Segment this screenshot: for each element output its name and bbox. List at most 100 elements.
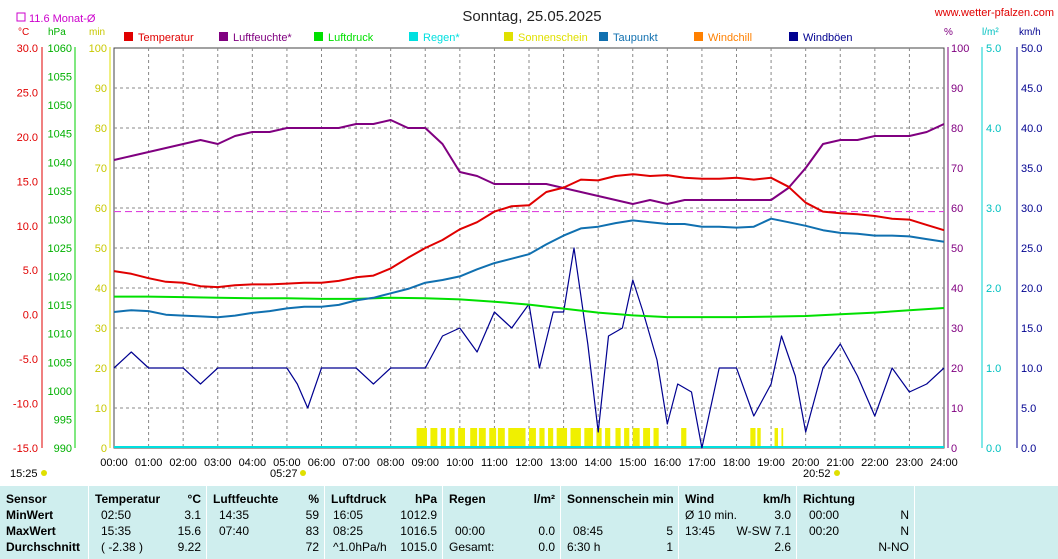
x-tick-label: 09:00 <box>411 457 439 469</box>
legend-label: Regen* <box>423 32 460 44</box>
statistics-table: Sensor MinWert MaxWert Durchschnitt Temp… <box>0 486 1058 559</box>
sunshine-bar <box>416 428 427 447</box>
unit-minutes: min <box>89 27 105 38</box>
temp-tick-label: 0.0 <box>23 310 38 322</box>
pres-avg-time: ^1.0hPa/h <box>333 540 387 554</box>
sunshine-bar <box>458 428 466 447</box>
pres-max-val: 1016.5 <box>400 524 437 538</box>
humidity-tick-label: 70 <box>951 163 963 175</box>
wind-tick-label: 20.0 <box>1021 283 1042 295</box>
wind-tick-label: 5.0 <box>1021 403 1036 415</box>
sunshine-bar <box>596 428 602 447</box>
series-line <box>113 173 945 289</box>
pressure-tick-label: 1045 <box>48 129 72 141</box>
minutes-tick-label: 90 <box>95 83 107 95</box>
temp-tick-label: -15.0 <box>13 443 38 455</box>
wind-tick-label: 40.0 <box>1021 123 1042 135</box>
pressure-tick-label: 1055 <box>48 72 72 84</box>
hdr-luftfeuchte-unit: % <box>308 492 319 506</box>
sun-max-val: 5 <box>666 524 673 538</box>
humidity-tick-label: 40 <box>951 283 963 295</box>
col-richtung: Richtung 00:00 N 00:20 N N-NO <box>796 486 915 559</box>
unit-temp: °C <box>18 27 29 38</box>
sunshine-bar <box>632 428 640 447</box>
series-line <box>114 295 945 319</box>
legend-swatch <box>314 32 323 41</box>
x-tick-label: 23:00 <box>896 457 924 469</box>
hdr-wind: Wind <box>685 492 715 506</box>
dir-min-time: 00:00 <box>809 508 840 522</box>
sunshine-bar <box>539 428 545 447</box>
legend-label: Windböen <box>803 32 853 44</box>
hum-avg-val: 72 <box>305 540 319 554</box>
x-tick-label: 01:00 <box>135 457 163 469</box>
x-tick-label: 08:00 <box>377 457 405 469</box>
sun-total-time: 6:30 h <box>567 540 601 554</box>
legend-label: Windchill <box>708 32 752 44</box>
humidity-tick-label: 90 <box>951 83 963 95</box>
x-tick-label: 03:00 <box>204 457 232 469</box>
wind-min-time: Ø 10 min. <box>685 508 738 522</box>
humidity-tick-label: 30 <box>951 323 963 335</box>
sunshine-bar <box>605 428 611 447</box>
unit-pressure: hPa <box>48 27 66 38</box>
hdr-luftdruck-unit: hPa <box>414 492 437 506</box>
wind-tick-label: 10.0 <box>1021 363 1042 375</box>
dir-max-time: 00:20 <box>809 524 840 538</box>
pres-avg-val: 1015.0 <box>400 540 437 554</box>
legend-swatch <box>504 32 513 41</box>
minutes-tick-label: 50 <box>95 243 107 255</box>
monthly-avg-label: 11.6 Monat-Ø <box>29 13 96 25</box>
rain-total-val: 0.0 <box>538 540 555 554</box>
sunset-icon <box>834 470 840 476</box>
minutes-tick-label: 80 <box>95 123 107 135</box>
wind-tick-label: 30.0 <box>1021 203 1042 215</box>
col-wind: Wind km/h Ø 10 min. 3.0 13:45 W-SW 7.1 2… <box>678 486 797 559</box>
sunshine-bar <box>681 428 687 447</box>
unit-wind: km/h <box>1019 27 1041 38</box>
site-link[interactable]: www.wetter-pfalzen.com <box>934 7 1054 19</box>
wind-tick-label: 25.0 <box>1021 243 1042 255</box>
pressure-tick-label: 995 <box>54 414 72 426</box>
humidity-tick-label: 20 <box>951 363 963 375</box>
sunshine-bar <box>757 428 761 447</box>
sunshine-bar <box>556 428 568 447</box>
minutes-tick-label: 60 <box>95 203 107 215</box>
x-tick-label: 02:00 <box>169 457 197 469</box>
sunshine-bar <box>653 428 659 447</box>
x-tick-label: 11:00 <box>481 457 508 469</box>
row-label-max: MaxWert <box>6 524 56 538</box>
hdr-regen-unit: l/m² <box>533 492 555 506</box>
series-line <box>113 119 945 205</box>
minutes-tick-label: 70 <box>95 163 107 175</box>
legend-swatch <box>789 32 798 41</box>
humidity-tick-label: 50 <box>951 243 963 255</box>
humidity-tick-label: 60 <box>951 203 963 215</box>
hum-max-time: 07:40 <box>219 524 250 538</box>
pressure-tick-label: 1005 <box>48 357 72 369</box>
col-temperatur: Temperatur °C 02:50 3.1 15:35 15.6 ( -2.… <box>88 486 207 559</box>
sunshine-bar <box>529 428 536 447</box>
pressure-tick-label: 1035 <box>48 186 72 198</box>
pres-min-val: 1012.9 <box>400 508 437 522</box>
sunshine-bar <box>774 428 778 447</box>
hum-min-time: 14:35 <box>219 508 250 522</box>
dir-min-val: N <box>900 508 909 522</box>
sunshine-bar <box>548 428 554 447</box>
moonrise-label: 15:25 <box>10 468 38 480</box>
hdr-temperatur-unit: °C <box>187 492 201 506</box>
hdr-sensor: Sensor <box>6 492 47 506</box>
col-sonnenschein: Sonnenschein min 08:45 5 6:30 h 1 <box>560 486 679 559</box>
sunshine-bar <box>584 428 593 447</box>
temp-tick-label: 15.0 <box>17 176 38 188</box>
axis-tick-labels: 00:00 01:00 02:00 03:00 04:00 05:00 06:00 07:00… <box>13 43 1043 469</box>
x-tick-label: 05:00 <box>273 457 301 469</box>
minutes-tick-label: 10 <box>95 403 107 415</box>
weather-chart: 11.6 Monat-Ø Sonntag, 25.05.2025 www.wet… <box>10 7 1054 480</box>
sunrise-label: 05:27 <box>270 468 298 480</box>
sunrise-icon <box>300 470 306 476</box>
sunshine-bar <box>615 428 621 447</box>
rain-total-label: Gesamt: <box>449 540 495 554</box>
monthly-avg-marker <box>16 12 26 22</box>
temp-min-time: 02:50 <box>101 508 132 522</box>
